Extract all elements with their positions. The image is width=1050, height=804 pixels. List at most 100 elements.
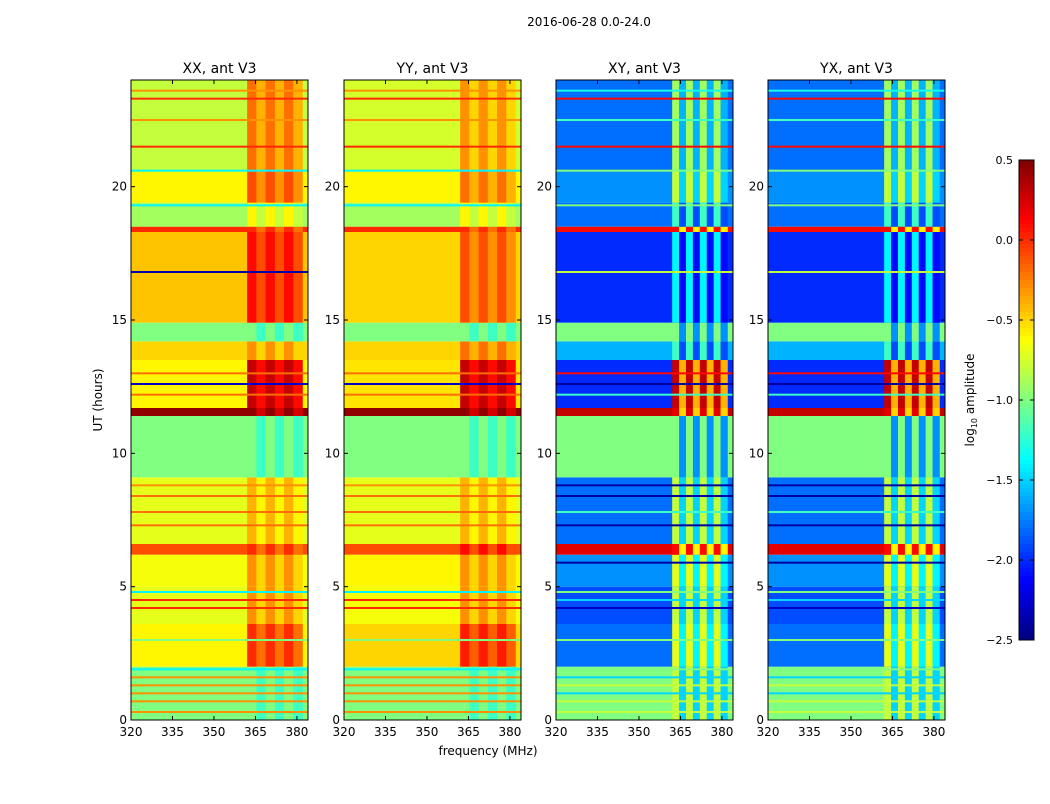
heatmap-cell [672,554,680,587]
heatmap-stripe [344,204,521,207]
heatmap-cell [699,544,708,555]
heatmap-cell [897,202,906,227]
heatmap-cell [911,322,920,342]
colorbar-segment [1019,400,1034,405]
heatmap-cell [713,477,721,544]
heatmap-cell [699,477,708,544]
axes-frame [555,79,734,721]
heatmap-cell [911,477,920,544]
heatmap-cell [720,202,728,227]
colorbar-segment [1019,464,1034,469]
heatmap-cell [685,544,694,555]
heatmap-cell [911,408,920,416]
heatmap-cell [506,554,516,587]
heatmap-cell [685,170,694,203]
heatmap-cell [713,322,721,342]
heatmap-cell [497,544,507,555]
heatmap-stripe [344,684,521,687]
heatmap-cell [265,477,276,544]
x-tick-label: 365 [881,725,904,739]
heatmap-cell [487,322,498,342]
heatmap-cell [891,624,899,667]
colorbar-segment [1019,364,1034,369]
heatmap-stripe [768,495,945,497]
colorbar-segment [1019,432,1034,437]
heatmap-cell [699,554,708,587]
heatmap-stripe [131,511,308,513]
heatmap-cell [897,586,906,624]
heatmap-cell [897,322,906,342]
heatmap-cell [274,202,285,227]
heatmap-cell [918,226,926,232]
heatmap-cell [506,170,516,203]
heatmap-cell [932,477,940,544]
heatmap-cell [904,322,913,342]
heatmap-cell [284,544,294,555]
heatmap-cell [460,232,470,323]
heatmap-stripe [131,495,308,497]
heatmap-cell [293,170,303,203]
heatmap-cell [925,554,933,587]
heatmap-stripe [768,271,945,273]
heatmap-stripe [556,676,733,679]
heatmap-stripe [768,561,945,564]
heatmap-cell [918,554,926,587]
heatmap-stripe [344,711,521,713]
heatmap-cell [293,322,303,342]
heatmap-cell [487,624,498,667]
y-tick-label: 20 [537,180,552,194]
heatmap-stripe [556,372,733,375]
colorbar-segment [1019,372,1034,377]
heatmap-cell [487,341,498,360]
colorbar-segment [1019,548,1034,553]
heatmap-cell [720,170,728,203]
y-tick-label: 10 [537,446,552,460]
colorbar-segment [1019,240,1034,245]
heatmap-cell [478,416,489,478]
heatmap-cell [699,226,708,232]
heatmap-cell [672,341,680,360]
colorbar-segment [1019,324,1034,329]
heatmap-cell [925,586,933,624]
heatmap-cell [713,554,721,587]
heatmap-cell [685,624,694,667]
x-axis-label: frequency (MHz) [438,744,537,758]
heatmap-cell [911,232,920,323]
heatmap-cell [672,586,680,624]
heatmap-cell [918,416,926,478]
heatmap-cell [713,341,721,360]
heatmap-stripe [768,169,945,172]
heatmap-cell [679,202,687,227]
heatmap-cell [713,226,721,232]
heatmap-cell [247,408,257,416]
heatmap-cell [679,586,687,624]
heatmap-cell [506,544,516,555]
colorbar-segment [1019,524,1034,529]
colorbar-segment [1019,344,1034,349]
heatmap-cell [247,477,257,544]
heatmap-cell [911,544,920,555]
heatmap-cell [699,624,708,667]
heatmap-cell [284,477,294,544]
heatmap-cell [768,544,945,555]
heatmap-cell [706,544,714,555]
heatmap-cell [469,477,479,544]
x-tick-label: 320 [120,725,143,739]
colorbar-segment [1019,580,1034,585]
heatmap-cell [274,408,285,416]
heatmap-cell [274,624,285,667]
heatmap-stripe [768,607,945,609]
heatmap-cell [699,408,708,416]
heatmap-cell [506,226,516,232]
heatmap-cell [672,202,680,227]
heatmap-stripe [344,393,521,396]
heatmap-cell [487,226,498,232]
heatmap-cell [672,226,680,232]
heatmap-cell [460,341,470,360]
heatmap-cell [932,341,940,360]
heatmap-stripe [768,591,945,593]
heatmap-cell [891,416,899,478]
x-tick-label: 365 [669,725,692,739]
heatmap-stripe [131,599,308,601]
heatmap-stripe [131,700,308,703]
